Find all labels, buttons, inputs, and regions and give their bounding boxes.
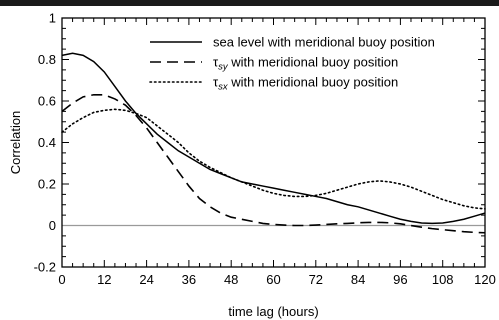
x-tick-label: 24 — [139, 272, 153, 287]
plot-frame — [61, 17, 486, 268]
y-tick-label: -0.2 — [34, 260, 56, 275]
top-border-bar — [0, 0, 499, 6]
x-tick-label: 36 — [182, 272, 196, 287]
x-tick-label: 72 — [309, 272, 323, 287]
y-tick-label: 0.2 — [38, 177, 56, 192]
y-tick-label: 0 — [49, 218, 56, 233]
x-tick-label: 60 — [266, 272, 280, 287]
x-tick-label: 48 — [224, 272, 238, 287]
x-tick-label: 120 — [474, 272, 496, 287]
legend: sea level with meridional buoy position τ… — [149, 35, 435, 93]
x-tick-label: 96 — [393, 272, 407, 287]
y-tick-label: 0.6 — [38, 94, 56, 109]
x-tick-label: 0 — [58, 272, 65, 287]
legend-label-3: τsx with meridional buoy position — [213, 75, 398, 93]
legend-label-2: τsy with meridional buoy position — [213, 55, 398, 73]
x-tick-label: 12 — [97, 272, 111, 287]
y-axis-title: Correlation — [8, 111, 23, 175]
ticks-layer: 0 12 24 36 48 60 72 84 96 108 120-0.200.20.40.60.8… — [34, 11, 496, 288]
y-tick-label: 1 — [49, 11, 56, 26]
x-tick-label: 108 — [432, 272, 454, 287]
y-tick-label: 0.4 — [38, 135, 56, 150]
series-layer — [61, 52, 486, 234]
y-tick-label: 0.8 — [38, 52, 56, 67]
legend-label-1: sea level with meridional buoy position — [213, 35, 435, 50]
x-axis-title: time lag (hours) — [228, 304, 318, 319]
series-line-1 — [61, 52, 486, 225]
series-line-3 — [61, 108, 486, 210]
series-line-2 — [61, 93, 486, 234]
x-tick-label: 84 — [351, 272, 365, 287]
